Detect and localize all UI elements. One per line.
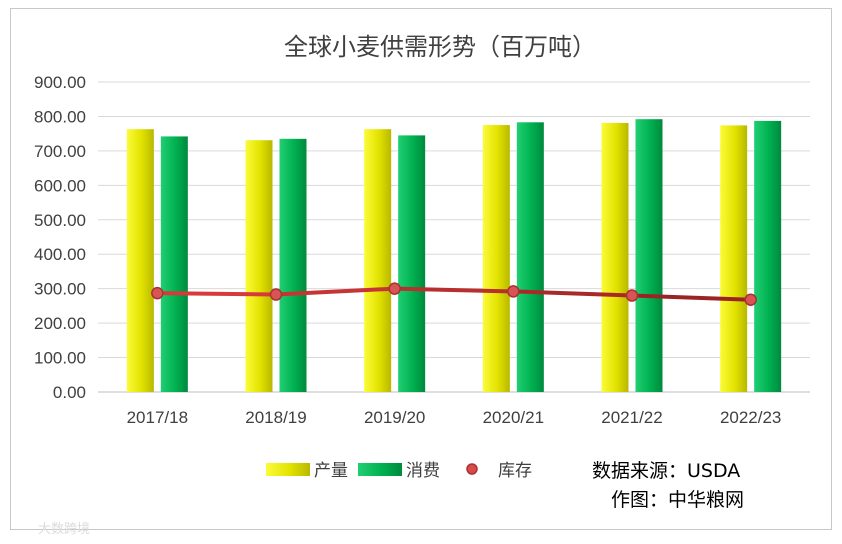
chart-title: 全球小麦供需形势（百万吨） <box>284 33 596 61</box>
bars <box>126 119 782 393</box>
y-tick-label: 500.00 <box>34 211 86 230</box>
y-tick-label: 300.00 <box>34 280 86 299</box>
x-tick-label: 2022/23 <box>720 408 781 427</box>
stock-line-segment <box>392 286 516 294</box>
bar-consumption <box>754 120 782 392</box>
stock-line-segment <box>630 293 753 302</box>
stock-point <box>269 288 283 301</box>
stock-point <box>151 286 164 300</box>
legend-swatch-stock-marker <box>466 463 478 475</box>
y-tick-label: 100.00 <box>34 349 86 368</box>
gridlines <box>98 81 810 393</box>
bar-production <box>482 125 510 393</box>
x-tick-label: 2021/22 <box>601 408 662 427</box>
stock-line-segment <box>155 291 278 297</box>
bar-consumption <box>279 138 307 392</box>
stock-point <box>744 293 757 306</box>
x-tick-label: 2019/20 <box>364 408 425 427</box>
y-tick-label: 400.00 <box>34 245 86 264</box>
y-axis-ticks: 0.00 100.00 200.00 300.00 400.00 500.00 600.00… <box>34 73 86 402</box>
bar-production <box>245 140 273 392</box>
stock-line <box>151 282 757 306</box>
x-tick-label: 2020/21 <box>483 408 544 427</box>
bar-consumption <box>635 119 663 392</box>
stock-point <box>625 289 639 302</box>
legend-label-consumption: 消费 <box>406 461 440 481</box>
bar-production <box>601 122 629 392</box>
y-tick-label: 900.00 <box>34 73 86 92</box>
legend-label-stock: 库存 <box>498 461 532 481</box>
stock-point <box>507 285 520 298</box>
bar-production <box>720 125 748 393</box>
y-tick-label: 200.00 <box>34 314 86 333</box>
y-tick-label: 700.00 <box>34 142 86 161</box>
x-tick-label: 2018/19 <box>245 408 306 427</box>
y-tick-label: 600.00 <box>34 176 86 195</box>
x-tick-label: 2017/18 <box>127 408 188 427</box>
legend: 产量 消费 库存 <box>266 461 532 481</box>
bar-consumption <box>398 135 426 392</box>
legend-label-production: 产量 <box>314 461 348 481</box>
y-tick-label: 800.00 <box>34 107 86 126</box>
legend-swatch-consumption <box>358 463 402 476</box>
stock-line-segment <box>511 289 634 298</box>
bar-consumption <box>516 122 544 393</box>
source-note: 数据来源：USDA <box>592 460 740 482</box>
bar-consumption <box>160 136 188 392</box>
legend-swatch-production <box>266 463 310 476</box>
y-tick-label: 0.00 <box>53 383 86 402</box>
stock-line-segment <box>274 286 397 297</box>
watermark: 大数跨境 <box>38 522 90 537</box>
stock-point <box>388 282 401 295</box>
bar-production <box>126 129 154 392</box>
author-note: 作图：中华粮网 <box>611 489 744 511</box>
bar-production <box>364 129 392 392</box>
x-axis-ticks: 2017/18 2018/19 2019/20 2020/21 2021/22 2022/… <box>127 408 782 427</box>
